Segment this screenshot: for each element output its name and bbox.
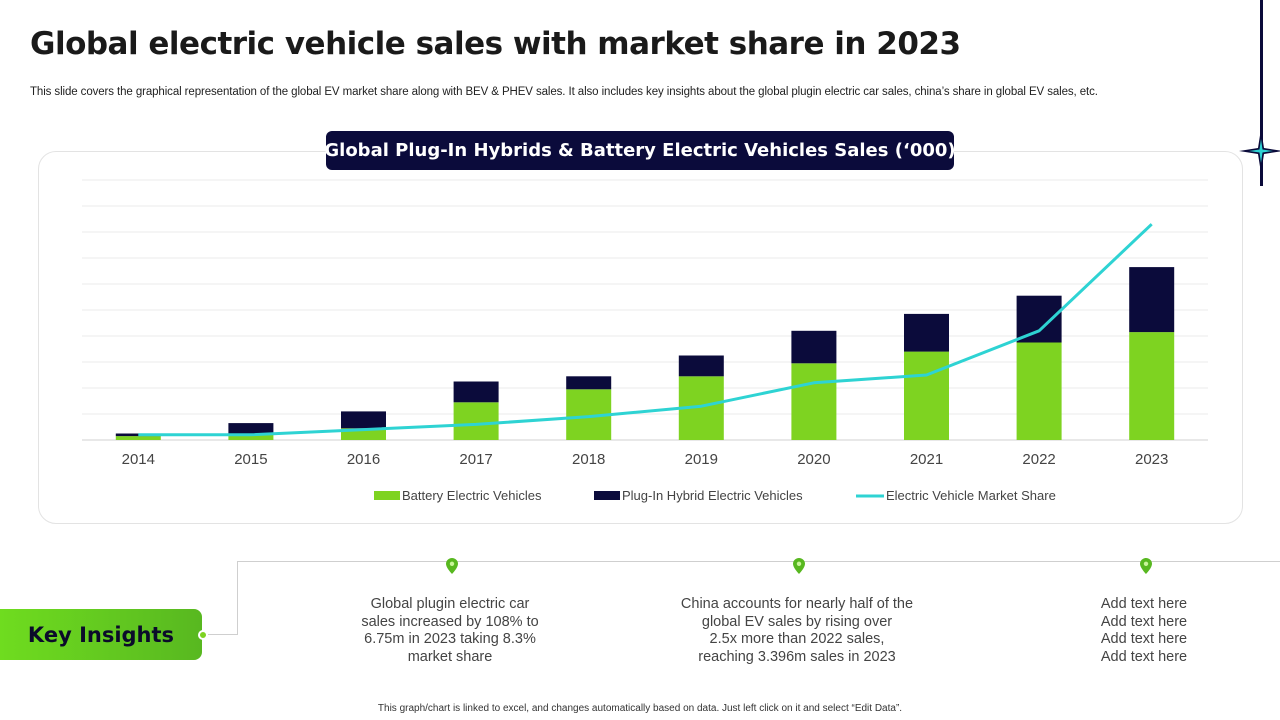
bar-phev-2016[interactable] — [341, 411, 386, 429]
bar-bev-2017[interactable] — [453, 402, 499, 440]
insight-line: Global plugin electric car — [370, 596, 530, 612]
x-tick-2018: 2018 — [572, 451, 605, 468]
bar-bev-2014[interactable] — [115, 436, 161, 440]
bar-bev-2016[interactable] — [341, 428, 386, 440]
x-tick-2021: 2021 — [910, 451, 943, 468]
chart-gridlines — [82, 179, 1208, 441]
x-tick-2022: 2022 — [1022, 451, 1055, 468]
x-tick-2015: 2015 — [234, 451, 267, 468]
bar-phev-2020[interactable] — [791, 330, 837, 364]
legend-label-share: Electric Vehicle Market Share — [886, 488, 1056, 503]
x-tick-2017: 2017 — [459, 451, 492, 468]
sparkle-icon — [1239, 129, 1280, 173]
bar-phev-2018[interactable] — [566, 376, 612, 390]
legend-swatch-bev — [374, 491, 400, 500]
legend-label-phev: Plug-In Hybrid Electric Vehicles — [622, 488, 803, 503]
insight-line: China accounts for nearly half of the — [680, 596, 914, 612]
legend-label-bev: Battery Electric Vehicles — [402, 488, 542, 503]
bar-phev-2019[interactable] — [678, 355, 724, 377]
chart-x-ticks: 2014 2015 2016 2017 2018 2019 2020 2021 2022 2023 — [122, 451, 1169, 468]
insight-line: Add text here — [1100, 596, 1188, 612]
insight-line: Add text here — [1100, 613, 1188, 630]
insight-line: Add text here — [1100, 648, 1188, 665]
bar-bev-2022[interactable] — [1016, 342, 1062, 441]
insight-line: 2.5x more than 2022 sales, — [709, 631, 885, 647]
x-tick-2014: 2014 — [122, 451, 155, 468]
decorative-line — [1260, 0, 1263, 186]
bar-bev-2021[interactable] — [904, 351, 949, 440]
insight-line: reaching 3.396m sales in 2023 — [698, 648, 896, 665]
bar-phev-2022[interactable] — [1016, 295, 1062, 343]
insight-3: Add text here Add text here Add text her… — [1054, 596, 1234, 666]
bar-phev-2017[interactable] — [453, 381, 499, 403]
location-pin-icon — [1140, 558, 1152, 574]
page-title: Global electric vehicle sales with marke… — [30, 26, 961, 62]
chart-line — [138, 223, 1153, 437]
key-insights-dot — [198, 630, 208, 640]
connector-horizontal — [208, 634, 238, 635]
insight-line: Add text here — [1100, 631, 1188, 647]
bar-bev-2023[interactable] — [1129, 332, 1175, 440]
insight-line: market share — [407, 648, 493, 665]
bar-bev-2015[interactable] — [228, 433, 274, 441]
chart-bars — [115, 267, 1175, 441]
insight-2: China accounts for nearly half of the gl… — [657, 596, 937, 666]
page-subtitle: This slide covers the graphical represen… — [30, 86, 1098, 98]
chart-legend: Battery Electric Vehicles Plug-In Hybrid… — [374, 488, 1056, 503]
location-pin-icon — [793, 558, 805, 574]
bar-phev-2015[interactable] — [228, 423, 274, 434]
insight-1: Global plugin electric car sales increas… — [330, 596, 570, 666]
legend-swatch-phev — [594, 491, 620, 500]
insight-line: 6.75m in 2023 taking 8.3% — [364, 631, 536, 647]
insight-line: global EV sales by rising over — [701, 613, 893, 630]
key-insights-button[interactable]: Key Insights — [0, 609, 202, 660]
connector-vertical — [237, 562, 238, 635]
bar-phev-2023[interactable] — [1129, 267, 1175, 333]
x-tick-2019: 2019 — [685, 451, 718, 468]
x-tick-2023: 2023 — [1135, 451, 1168, 468]
bar-bev-2020[interactable] — [791, 363, 837, 440]
insight-line: sales increased by 108% to — [361, 613, 539, 630]
timeline-line — [237, 561, 1280, 562]
footnote: This graph/chart is linked to excel, and… — [377, 703, 903, 714]
x-tick-2020: 2020 — [797, 451, 830, 468]
bar-phev-2021[interactable] — [904, 313, 949, 352]
line-market-share[interactable] — [138, 223, 1153, 437]
x-tick-2016: 2016 — [347, 451, 380, 468]
location-pin-icon — [446, 558, 458, 574]
chart-title: Global Plug-In Hybrids & Battery Electri… — [324, 131, 956, 170]
